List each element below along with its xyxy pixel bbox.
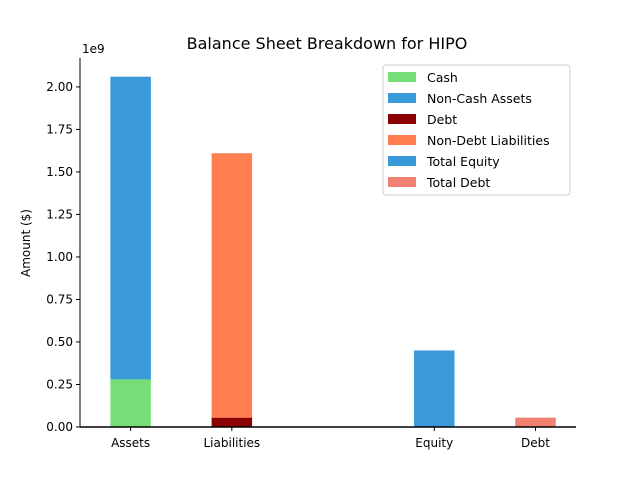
legend-box (382, 64, 571, 196)
legend: Cash Non-Cash Assets Debt Non-Debt Liabilit… (382, 64, 571, 196)
y-tick-label: 1.00 (46, 250, 73, 264)
y-tick-label: 0.00 (46, 420, 73, 434)
bar-debt (211, 417, 253, 427)
bar-total-debt (515, 417, 556, 427)
legend-swatch (388, 72, 416, 82)
y-tick-label: 0.25 (46, 377, 73, 391)
y-tick-label: 0.75 (46, 292, 73, 306)
y-tick-label: 2.00 (46, 80, 73, 94)
x-tick-label: Liabilities (204, 436, 261, 450)
y-offset-label: 1e9 (82, 42, 105, 56)
x-tick-label: Debt (521, 436, 550, 450)
legend-label: Total Debt (426, 175, 490, 190)
legend-label: Debt (427, 112, 457, 127)
chart-title: Balance Sheet Breakdown for HIPO (187, 34, 468, 53)
bar-total-equity (414, 350, 455, 427)
y-tick-label: 0.50 (46, 335, 73, 349)
legend-swatch (388, 156, 416, 166)
legend-swatch (388, 114, 416, 124)
legend-label: Non-Debt Liabilities (427, 133, 550, 148)
bar-cash (110, 379, 151, 427)
legend-swatch (388, 135, 416, 145)
legend-label: Non-Cash Assets (427, 91, 532, 106)
legend-swatch (388, 93, 416, 103)
legend-label: Cash (427, 70, 458, 85)
bar-non-debt-liabilities (211, 153, 253, 418)
y-tick-label: 1.25 (46, 207, 73, 221)
x-tick-label: Assets (111, 436, 150, 450)
y-tick-label: 1.50 (46, 165, 73, 179)
x-tick-label: Equity (415, 436, 453, 450)
y-tick-label: 1.75 (46, 122, 73, 136)
y-axis-label: Amount ($) (19, 209, 33, 277)
legend-label: Total Equity (426, 154, 500, 169)
bar-non-cash-assets (110, 76, 151, 380)
plot-area: 0.00 0.25 0.50 0.75 1.00 1.25 1.50 1.75 2.00 Asse… (46, 58, 576, 450)
legend-swatch (388, 177, 416, 187)
